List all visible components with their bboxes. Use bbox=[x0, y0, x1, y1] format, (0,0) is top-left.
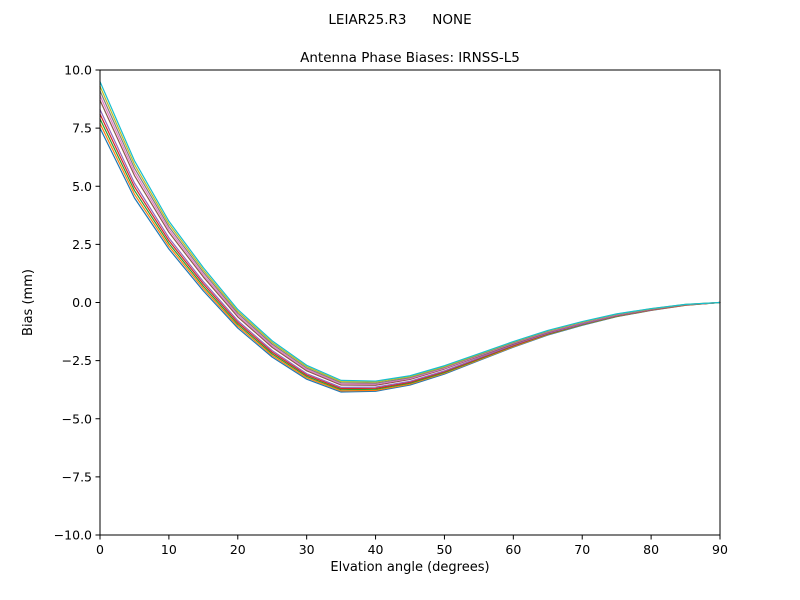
y-tick-label: 10.0 bbox=[64, 63, 92, 78]
series-line-1 bbox=[99, 127, 721, 393]
x-tick-label: 0 bbox=[96, 542, 104, 557]
x-tick-label: 60 bbox=[505, 542, 521, 557]
x-tick-label: 30 bbox=[299, 542, 315, 557]
axes-border bbox=[99, 69, 721, 536]
series-line-8 bbox=[99, 90, 721, 384]
y-tick-label: 0.0 bbox=[72, 295, 92, 310]
x-tick-label: 40 bbox=[368, 542, 384, 557]
x-axis-label: Elvation angle (degrees) bbox=[330, 560, 489, 575]
x-tick-label: 80 bbox=[643, 542, 659, 557]
x-tick-label: 10 bbox=[161, 542, 177, 557]
figure-suptitle: LEIAR25.R3 NONE bbox=[328, 12, 471, 28]
y-tick-label: −2.5 bbox=[62, 353, 92, 368]
y-tick-label: −10.0 bbox=[54, 528, 92, 543]
series-line-2 bbox=[99, 122, 721, 392]
series-line-5 bbox=[99, 108, 721, 388]
y-tick-label: −5.0 bbox=[62, 411, 92, 426]
x-tick-label: 70 bbox=[574, 542, 590, 557]
y-axis-label: Bias (mm) bbox=[21, 269, 36, 336]
series-line-9 bbox=[99, 85, 721, 383]
y-tick-label: 2.5 bbox=[72, 237, 92, 252]
y-tick-label: −7.5 bbox=[62, 469, 92, 484]
y-tick-label: 5.0 bbox=[72, 179, 92, 194]
series-line-7 bbox=[99, 94, 721, 385]
series-line-10 bbox=[99, 81, 721, 382]
x-tick-label: 90 bbox=[712, 542, 728, 557]
series-line-6 bbox=[99, 99, 721, 386]
axes-layer: 0 10 20 30 40 50 60 70 80 90 −10.0 −7.5 −5.0 −2.5 0.0 2… bbox=[54, 63, 728, 558]
x-tick-label: 20 bbox=[230, 542, 246, 557]
chart-title: Antenna Phase Biases: IRNSS-L5 bbox=[300, 50, 520, 66]
y-tick-label: 7.5 bbox=[72, 121, 92, 136]
series-line-4 bbox=[99, 113, 721, 390]
x-tick-label: 50 bbox=[436, 542, 452, 557]
